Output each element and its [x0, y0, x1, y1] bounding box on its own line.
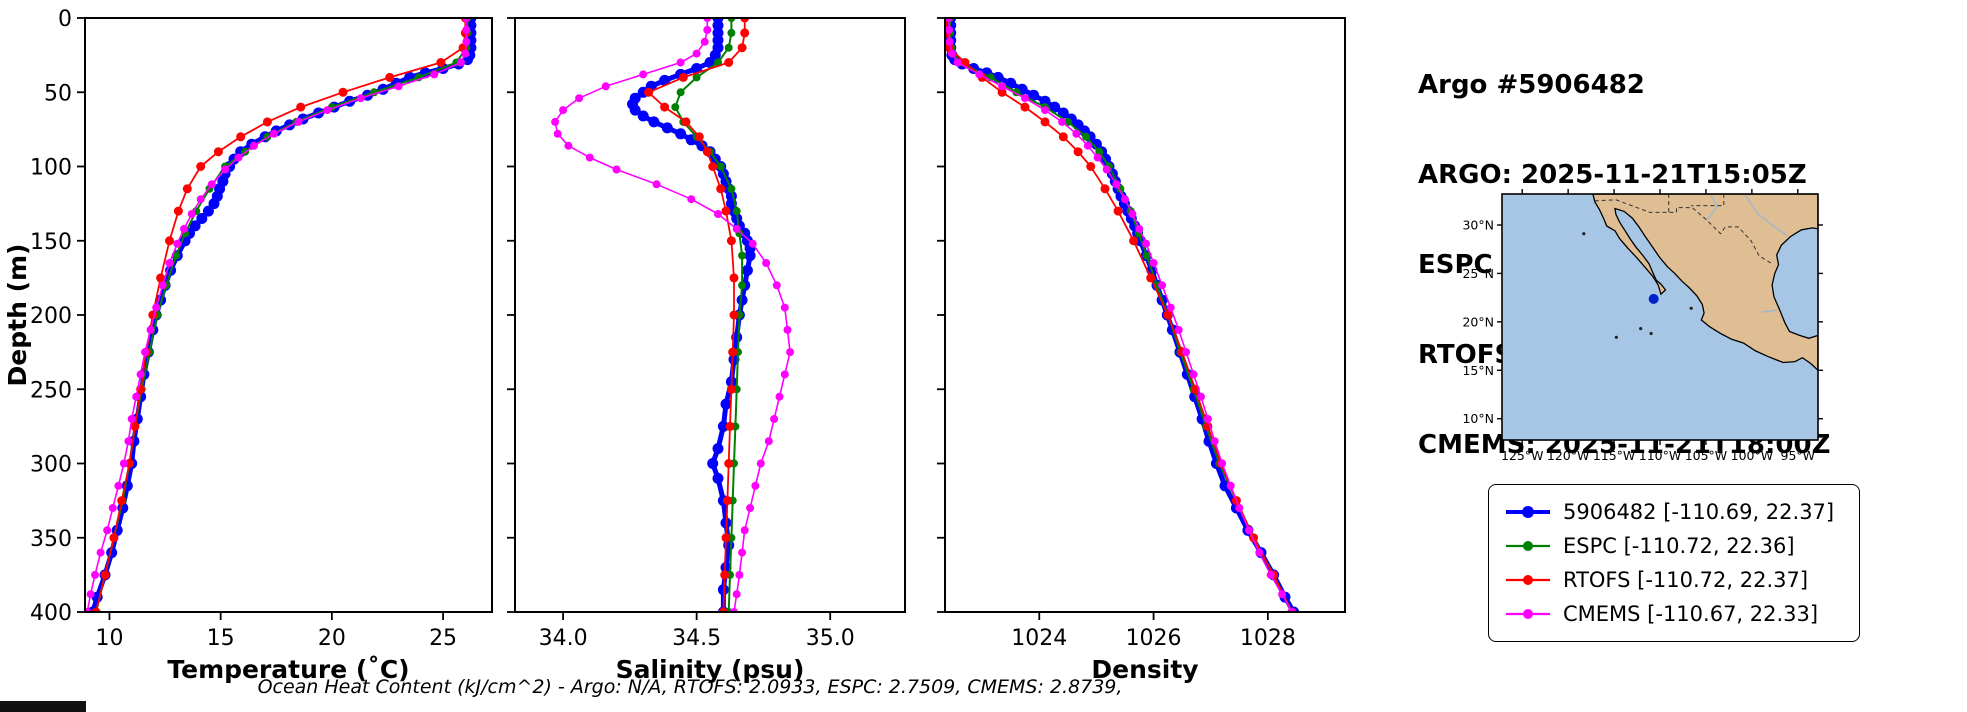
location-map: 125°W 120°W 115°W 110°W 105°W 100°W 95°W 30°N 25… [1462, 189, 1823, 463]
legend-line-sample [1506, 541, 1550, 551]
plot-frame [514, 17, 906, 613]
series-group [84, 17, 477, 613]
map-lon-tick-label: 95°W [1781, 448, 1816, 463]
y-tick-label: 250 [30, 378, 72, 403]
window-edge-artifact [0, 701, 86, 712]
legend-line-sample [1506, 609, 1550, 619]
map-river [1744, 194, 1788, 237]
x-tick-label: 35.0 [806, 626, 855, 651]
legend-entry: ESPC [-110.72, 22.36] [1503, 529, 1845, 563]
map-lon-tick-label: 115°W [1593, 448, 1635, 463]
legend-label: RTOFS [-110.72, 22.37] [1563, 568, 1809, 592]
map-lat-tick-label: 15°N [1462, 363, 1494, 378]
x-tick-label: 10 [95, 626, 123, 651]
series-line-RTOFS [945, 17, 1293, 613]
x-tick-label: 34.5 [672, 626, 721, 651]
legend-label: CMEMS [-110.67, 22.33] [1563, 602, 1819, 626]
map-lon-tick-label: 100°W [1731, 448, 1773, 463]
series-markers-RTOFS [91, 17, 470, 613]
map-lon-tick-label: 125°W [1501, 448, 1543, 463]
series-markers-5906482 [945, 17, 1300, 613]
legend-entry: CMEMS [-110.67, 22.33] [1503, 597, 1845, 631]
map-border-dashed [1691, 194, 1725, 207]
series-line-CMEMS [86, 17, 468, 613]
map-island [1649, 331, 1653, 336]
float-position-marker [1648, 293, 1659, 304]
series-markers-RTOFS [644, 17, 750, 613]
x-tick-label: 1024 [1011, 626, 1067, 651]
y-tick-label: 200 [30, 304, 72, 329]
map-island [1689, 306, 1693, 310]
plot-frame [84, 17, 493, 613]
legend-entry: RTOFS [-110.72, 22.37] [1503, 563, 1845, 597]
legend-rows: 5906482 [-110.69, 22.37] ESPC [-110.72, 2… [1503, 495, 1845, 631]
legend-line-sample [1506, 506, 1550, 518]
x-tick-label: 1026 [1126, 626, 1182, 651]
map-land-mexico [1592, 194, 1818, 372]
ocean-heat-content-caption: Ocean Heat Content (kJ/cm^2) - Argo: N/A… [257, 676, 1123, 698]
x-tick-label: 20 [318, 626, 346, 651]
float-title: Argo #5906482 [1418, 70, 1645, 100]
profile-plots: 10 15 20 25050100150200250300350400Temperat… [3, 7, 1346, 684]
map-lon-tick-label: 110°W [1639, 448, 1681, 463]
map-island [1614, 335, 1618, 339]
series-group [551, 17, 795, 613]
map-lat-tick-label: 25°N [1462, 266, 1494, 281]
argo-timestamp: ARGO: 2025-11-21T15:05Z [1418, 160, 1807, 190]
map-island [1639, 327, 1643, 331]
map-lat-tick-label: 30°N [1462, 217, 1494, 232]
series-group [944, 17, 1300, 613]
y-tick-label: 150 [30, 230, 72, 255]
x-axis-title: Temperature (˚C) [167, 655, 409, 684]
x-axis-title: Salinity (psu) [616, 655, 805, 684]
y-tick-label: 0 [58, 7, 72, 32]
map-lat-tick-label: 20°N [1462, 314, 1494, 329]
series-markers-ESPC [671, 17, 747, 613]
series-line-5906482 [948, 17, 1297, 613]
legend: 5906482 [-110.69, 22.37] ESPC [-110.72, 2… [1488, 484, 1860, 642]
y-tick-label: 350 [30, 527, 72, 552]
series-line-ESPC [949, 17, 1293, 613]
map-lon-tick-label: 105°W [1685, 448, 1727, 463]
x-axis-title: Density [1091, 655, 1198, 684]
y-tick-label: 300 [30, 453, 72, 478]
x-tick-label: 1028 [1240, 626, 1296, 651]
series-markers-CMEMS [945, 17, 1296, 613]
series-line-RTOFS [95, 17, 467, 613]
series-markers-5906482 [87, 17, 477, 613]
legend-entry: 5906482 [-110.69, 22.37] [1503, 495, 1845, 529]
map-river [1760, 309, 1778, 313]
y-tick-label: 100 [30, 156, 72, 181]
map-island [1582, 232, 1586, 236]
map-border-dashed [1594, 199, 1773, 265]
y-axis-title: Depth (m) [3, 244, 32, 387]
map-layers [1582, 194, 1818, 372]
x-tick-label: 25 [429, 626, 457, 651]
x-tick-label: 34.0 [539, 626, 588, 651]
y-tick-label: 400 [30, 601, 72, 626]
legend-label: 5906482 [-110.69, 22.37] [1563, 500, 1835, 524]
map-river [1706, 194, 1718, 221]
map-lat-tick-label: 10°N [1462, 411, 1494, 426]
series-line-CMEMS [948, 17, 1293, 613]
map-lon-tick-label: 120°W [1547, 448, 1589, 463]
x-tick-label: 15 [207, 626, 235, 651]
y-tick-label: 50 [44, 81, 72, 106]
legend-line-sample [1506, 575, 1550, 585]
series-markers-CMEMS [84, 17, 471, 613]
series-line-RTOFS [647, 17, 746, 613]
plot-frame [944, 17, 1346, 613]
legend-label: ESPC [-110.72, 22.36] [1563, 534, 1795, 558]
